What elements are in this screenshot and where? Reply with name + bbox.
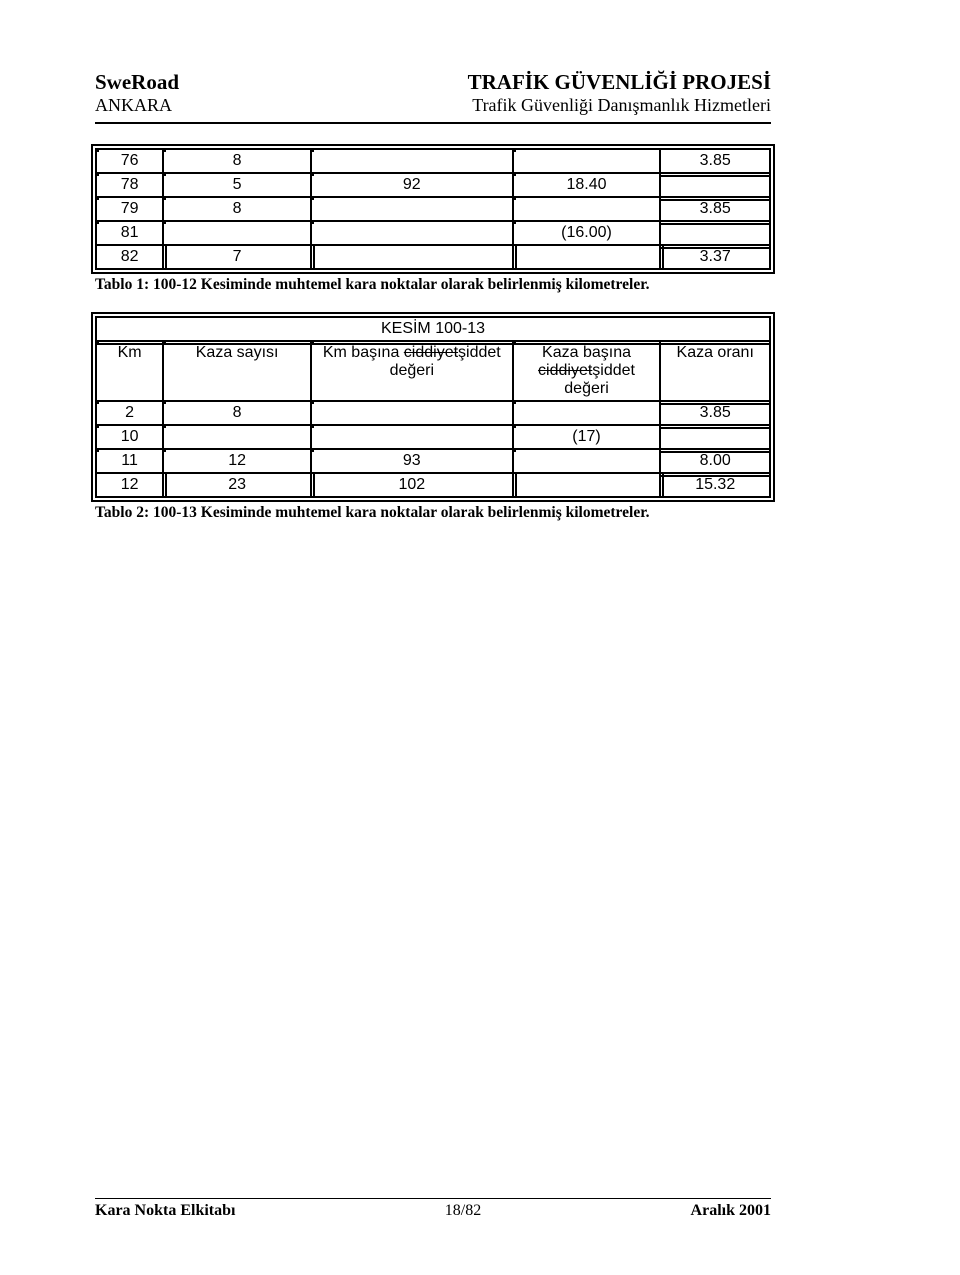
th-km-basina: Km başına ciddiyetşiddet değeri [312, 342, 514, 402]
table-row: 111293 8.00 [97, 450, 769, 474]
table-cell [661, 426, 769, 450]
table-cell: (16.00) [514, 222, 662, 246]
header-right-2: Trafik Güvenliği Danışmanlık Hizmetleri [472, 95, 771, 116]
table-cell [661, 222, 769, 246]
table-row: 81 (16.00) [97, 222, 769, 246]
table-cell: 11 [97, 450, 164, 474]
header-right-1: TRAFİK GÜVENLİĞİ PROJESİ [468, 70, 771, 95]
footer-right: Aralık 2001 [691, 1202, 771, 1220]
table-cell: 8 [164, 150, 312, 174]
page-footer: Kara Nokta Elkitabı 18/82 Aralık 2001 [95, 1198, 771, 1220]
table-cell [312, 150, 514, 174]
page-header: SweRoad ANKARA TRAFİK GÜVENLİĞİ PROJESİ … [95, 70, 771, 116]
table-row: 10 (17) [97, 426, 769, 450]
header-left-2: ANKARA [95, 95, 179, 116]
table-row: 827 3.37 [97, 246, 769, 268]
table-cell: 2 [97, 402, 164, 426]
caption-1: Tablo 1: 100-12 Kesiminde muhtemel kara … [95, 276, 771, 294]
table-cell [312, 222, 514, 246]
table-cell: 12 [164, 450, 312, 474]
table-cell [164, 426, 312, 450]
header-left-1: SweRoad [95, 70, 179, 95]
table-2: KESİM 100-13 Km Kaza sayısı Km başına ci… [95, 316, 771, 498]
table-cell [514, 150, 662, 174]
table-cell: 23 [164, 474, 312, 496]
table-cell [514, 402, 662, 426]
table-cell: 12 [97, 474, 164, 496]
table-2-title: KESİM 100-13 [97, 318, 769, 342]
table-cell [514, 246, 662, 268]
table-cell: 102 [312, 474, 514, 496]
table-cell: 8 [164, 198, 312, 222]
table-cell: (17) [514, 426, 662, 450]
th-kaza-orani: Kaza oranı [661, 342, 769, 402]
footer-left: Kara Nokta Elkitabı [95, 1202, 235, 1220]
table-row: 283.85 [97, 402, 769, 426]
table-cell: 5 [164, 174, 312, 198]
footer-center: 18/82 [445, 1202, 481, 1220]
table-cell: 8.00 [661, 450, 769, 474]
table-cell: 93 [312, 450, 514, 474]
table-cell: 81 [97, 222, 164, 246]
table-cell: 3.37 [661, 246, 769, 268]
table-cell [514, 450, 662, 474]
table-row: 768 3.85 [97, 150, 769, 174]
table-1: 7683.857859218.407983.8581(16.00)8273.37 [95, 148, 771, 270]
table-cell: 82 [97, 246, 164, 268]
table-cell: 76 [97, 150, 164, 174]
table-cell: 8 [164, 402, 312, 426]
table-cell [514, 474, 662, 496]
table-row: 1223102 15.32 [97, 474, 769, 496]
th-km: Km [97, 342, 164, 402]
th-kaza-sayisi: Kaza sayısı [164, 342, 312, 402]
table-cell: 18.40 [514, 174, 662, 198]
table-cell [312, 246, 514, 268]
header-rule [95, 122, 771, 124]
caption-2: Tablo 2: 100-13 Kesiminde muhtemel kara … [95, 504, 771, 522]
table-cell: 10 [97, 426, 164, 450]
th-kaza-basina: Kaza başına ciddiyetşiddet değeri [514, 342, 662, 402]
table-cell [312, 426, 514, 450]
table-cell [164, 222, 312, 246]
table-cell [312, 198, 514, 222]
table-cell: 3.85 [661, 150, 769, 174]
table-cell: 3.85 [661, 402, 769, 426]
table-cell: 7 [164, 246, 312, 268]
table-cell: 3.85 [661, 198, 769, 222]
table-cell [312, 402, 514, 426]
table-cell: 78 [97, 174, 164, 198]
table-cell [514, 198, 662, 222]
table-row: 798 3.85 [97, 198, 769, 222]
table-cell: 79 [97, 198, 164, 222]
table-cell: 15.32 [661, 474, 769, 496]
table-row: 7859218.40 [97, 174, 769, 198]
table-2-header-row: Km Kaza sayısı Km başına ciddiyetşiddet … [97, 342, 769, 402]
table-cell: 92 [312, 174, 514, 198]
table-cell [661, 174, 769, 198]
